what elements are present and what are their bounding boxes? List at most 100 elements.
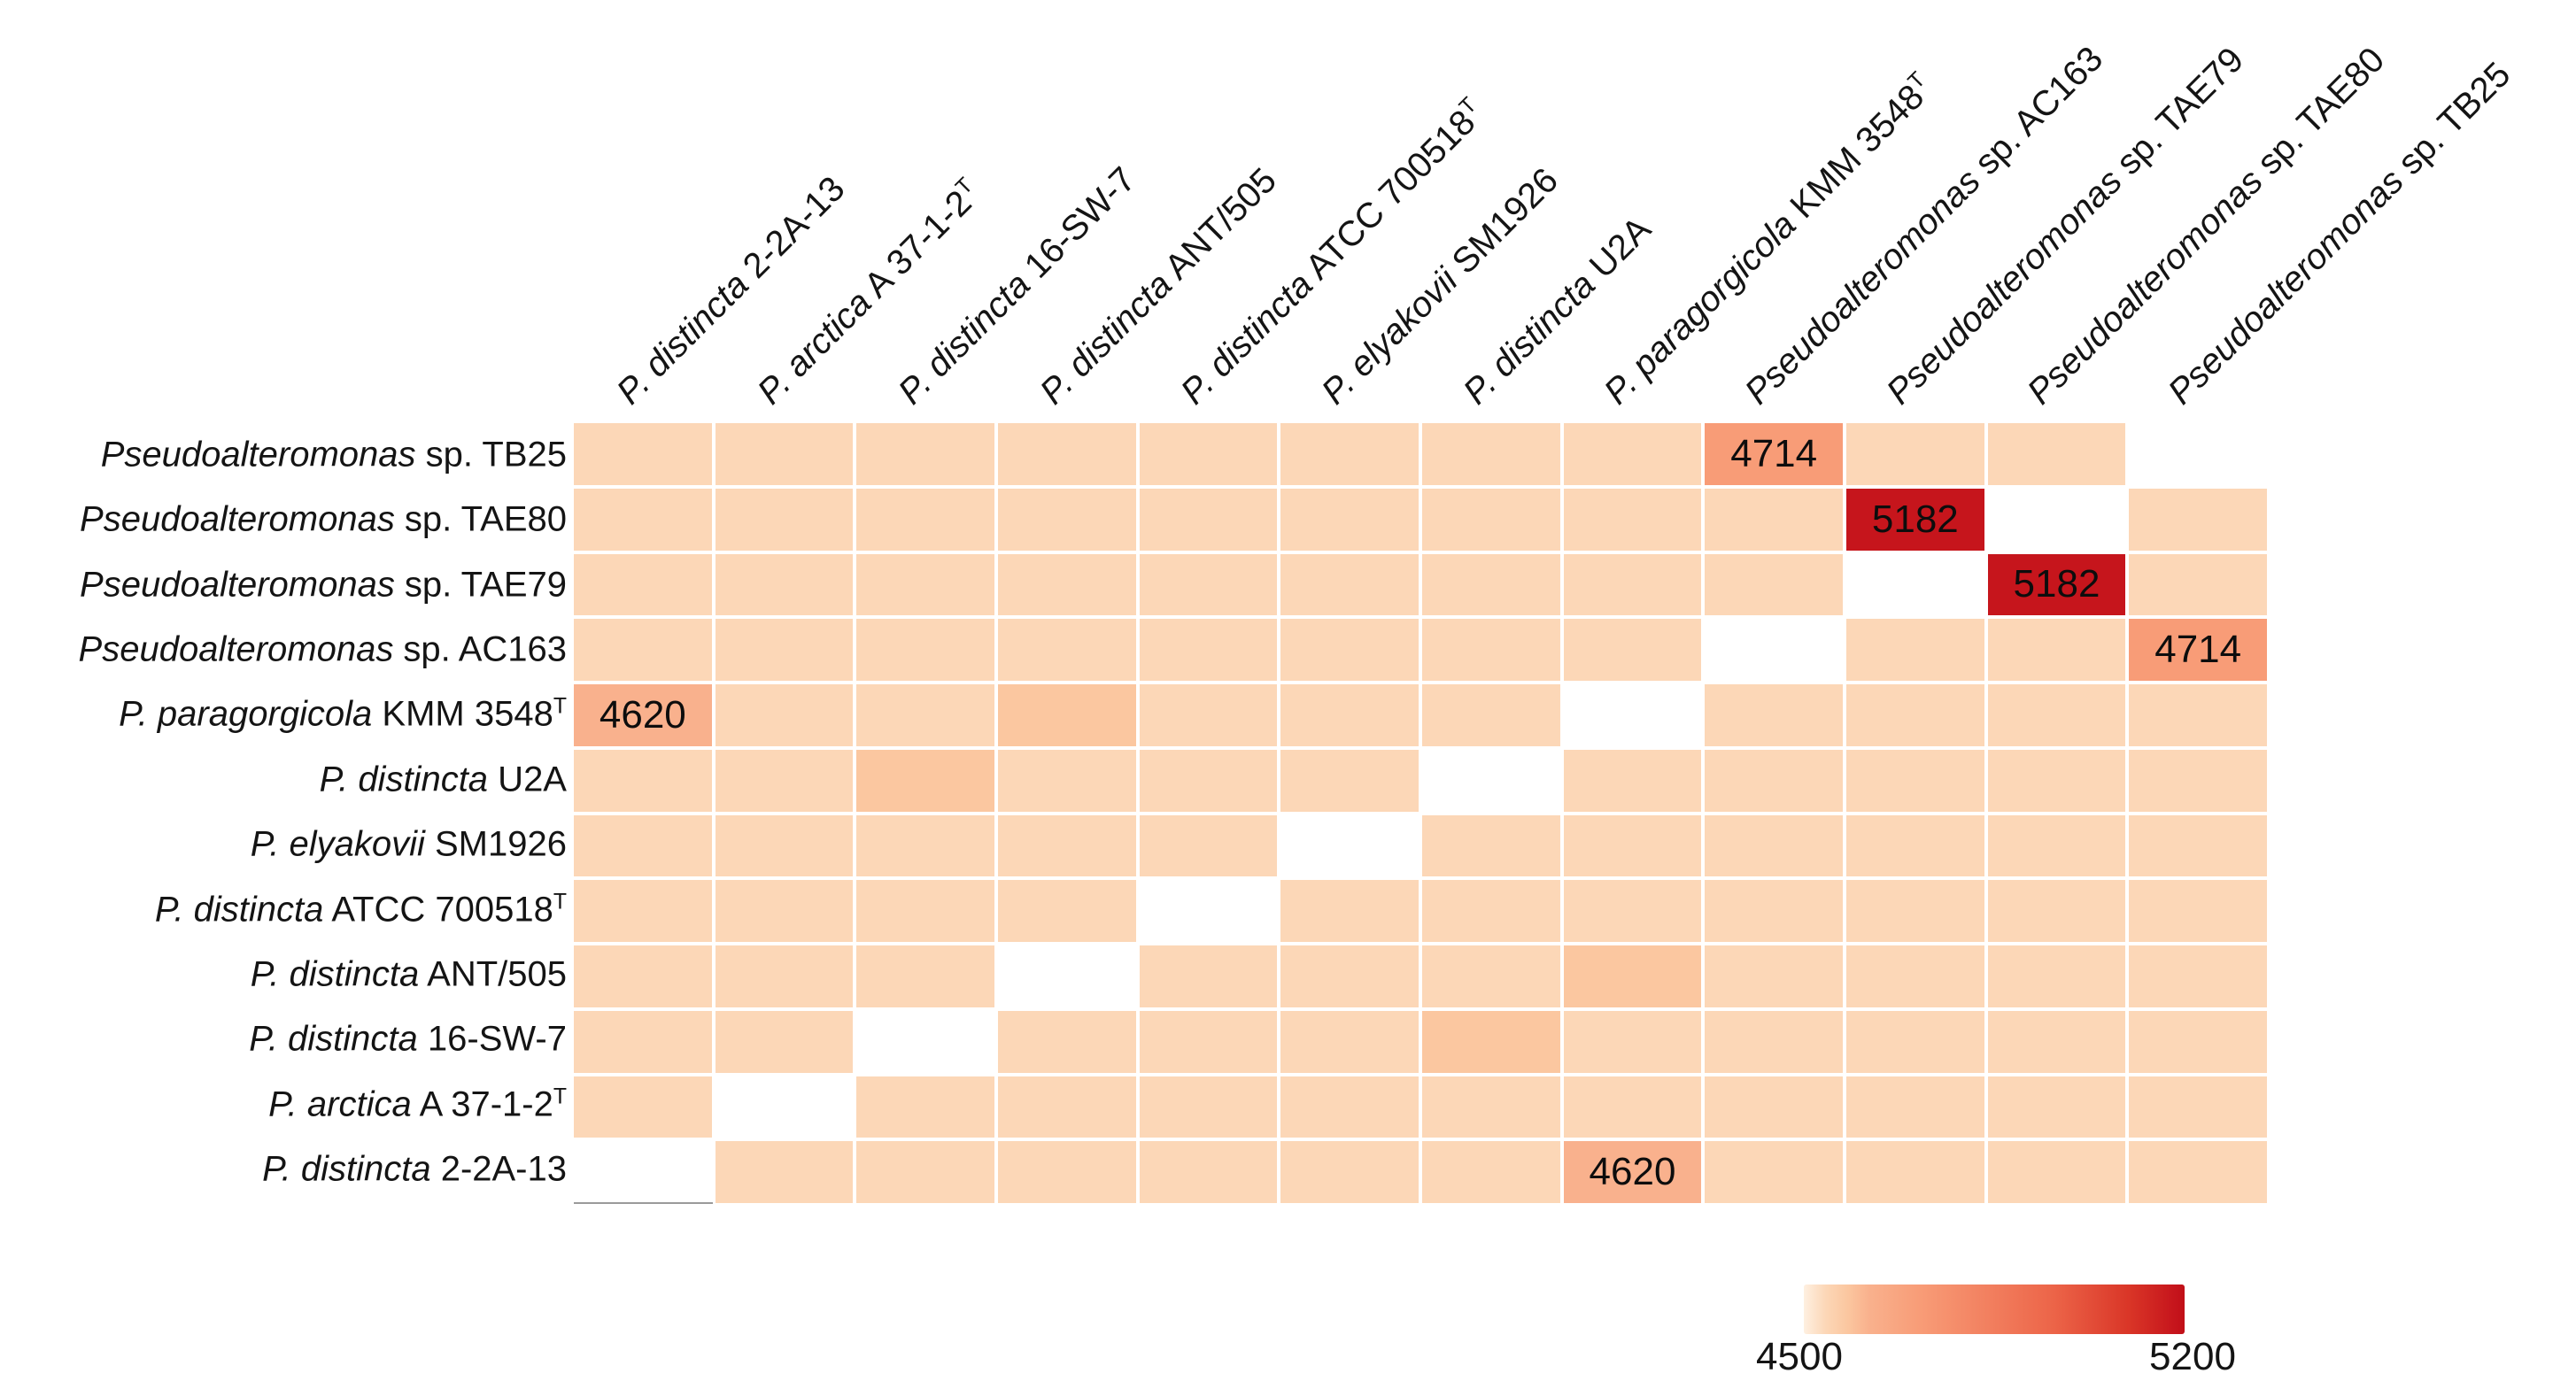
colorbar-max-label: 5200	[2149, 1335, 2236, 1378]
heatmap-cell-r7-c2	[715, 814, 854, 877]
heatmap-cell-r5-c3	[856, 684, 994, 746]
heatmap-cell-r4-c8	[1563, 619, 1702, 681]
heatmap-cell-r2-c3	[856, 488, 994, 551]
heatmap-cell-r3-c12	[2129, 553, 2267, 616]
heatmap-cell-r12-c7	[1422, 1141, 1560, 1203]
row-label-6: P. distincta U2A	[319, 760, 567, 799]
heatmap-cell-r5-c8	[1563, 684, 1702, 746]
heatmap-cell-r12-c5	[1139, 1141, 1278, 1203]
heatmap-cell-r9-c3	[856, 945, 994, 1007]
heatmap-cell-r1-c10	[1846, 423, 1984, 485]
heatmap-cell-r6-c2	[715, 749, 854, 812]
heatmap-cell-r4-c5	[1139, 619, 1278, 681]
heatmap-cell-r12-c8: 4620	[1563, 1141, 1702, 1203]
heatmap-cell-r8-c6	[1280, 880, 1419, 942]
heatmap-cell-r1-c9: 4714	[1705, 423, 1843, 485]
heatmap-cell-r4-c9	[1705, 619, 1843, 681]
heatmap-cell-r3-c10	[1846, 553, 1984, 616]
heatmap-cell-r10-c4	[998, 1010, 1136, 1073]
heatmap-cell-r4-c1	[574, 619, 712, 681]
heatmap-cell-r10-c8	[1563, 1010, 1702, 1073]
row-label-3: Pseudoalteromonas sp. TAE79	[80, 565, 567, 605]
heatmap-cell-r1-c6	[1280, 423, 1419, 485]
heatmap-cell-r12-c9	[1705, 1141, 1843, 1203]
heatmap-cell-r4-c6	[1280, 619, 1419, 681]
heatmap-cell-r5-c11	[1987, 684, 2126, 746]
heatmap-cell-r2-c2	[715, 488, 854, 551]
colorbar-gradient	[1804, 1285, 2185, 1334]
heatmap-cell-r12-c4	[998, 1141, 1136, 1203]
heatmap-cell-r7-c12	[2129, 814, 2267, 877]
heatmap-cell-r11-c4	[998, 1076, 1136, 1138]
heatmap-cell-r8-c1	[574, 880, 712, 942]
heatmap-cell-r6-c8	[1563, 749, 1702, 812]
row-label-12: P. distincta 2-2A-13	[262, 1149, 567, 1189]
heatmap-cell-r8-c3	[856, 880, 994, 942]
heatmap-cell-r6-c12	[2129, 749, 2267, 812]
heatmap-cell-r7-c7	[1422, 814, 1560, 877]
heatmap-cell-r5-c12	[2129, 684, 2267, 746]
row-label-7: P. elyakovii SM1926	[250, 824, 567, 864]
heatmap-cell-r10-c9	[1705, 1010, 1843, 1073]
heatmap-cell-r6-c5	[1139, 749, 1278, 812]
heatmap-cell-r9-c10	[1846, 945, 1984, 1007]
heatmap-cell-r8-c11	[1987, 880, 2126, 942]
heatmap-cell-r6-c9	[1705, 749, 1843, 812]
heatmap-cell-r9-c6	[1280, 945, 1419, 1007]
heatmap-cell-r11-c2	[715, 1076, 854, 1138]
heatmap-cell-r10-c1	[574, 1010, 712, 1073]
heatmap-cell-r2-c11	[1987, 488, 2126, 551]
heatmap-cell-r3-c9	[1705, 553, 1843, 616]
heatmap-cell-r4-c12: 4714	[2129, 619, 2267, 681]
heatmap-cell-r3-c5	[1139, 553, 1278, 616]
heatmap-cell-r6-c6	[1280, 749, 1419, 812]
heatmap-cell-r6-c1	[574, 749, 712, 812]
heatmap-cell-r10-c11	[1987, 1010, 2126, 1073]
heatmap-cell-r1-c5	[1139, 423, 1278, 485]
heatmap-cell-r2-c10: 5182	[1846, 488, 1984, 551]
row-label-2: Pseudoalteromonas sp. TAE80	[80, 499, 567, 539]
heatmap-cell-r5-c6	[1280, 684, 1419, 746]
heatmap-cell-r3-c11: 5182	[1987, 553, 2126, 616]
heatmap-cell-r12-c1	[574, 1141, 712, 1203]
colorbar-min-label: 4500	[1756, 1335, 1843, 1378]
colorbar	[1791, 1284, 2198, 1335]
heatmap-cell-r11-c1	[574, 1076, 712, 1138]
heatmap-cell-r8-c10	[1846, 880, 1984, 942]
heatmap-cell-r12-c2	[715, 1141, 854, 1203]
heatmap-cell-r7-c9	[1705, 814, 1843, 877]
heatmap-cell-r12-c11	[1987, 1141, 2126, 1203]
heatmap-cell-r7-c11	[1987, 814, 2126, 877]
heatmap-cell-r1-c11	[1987, 423, 2126, 485]
heatmap-cell-r11-c9	[1705, 1076, 1843, 1138]
heatmap-cell-r6-c11	[1987, 749, 2126, 812]
heatmap-cell-r11-c12	[2129, 1076, 2267, 1138]
heatmap-cell-r3-c7	[1422, 553, 1560, 616]
heatmap-cell-r3-c3	[856, 553, 994, 616]
row-label-5: P. paragorgicola KMM 3548T	[119, 694, 567, 734]
heatmap-cell-r4-c4	[998, 619, 1136, 681]
heatmap-cell-r4-c3	[856, 619, 994, 681]
heatmap-cell-r1-c4	[998, 423, 1136, 485]
heatmap-cell-r1-c7	[1422, 423, 1560, 485]
heatmap-cell-r7-c8	[1563, 814, 1702, 877]
row-label-10: P. distincta 16-SW-7	[249, 1020, 567, 1060]
heatmap-cell-r2-c1	[574, 488, 712, 551]
heatmap-cell-r7-c4	[998, 814, 1136, 877]
heatmap-cell-r1-c12	[2129, 423, 2267, 485]
heatmap-cell-r4-c2	[715, 619, 854, 681]
heatmap-cell-r9-c7	[1422, 945, 1560, 1007]
heatmap-cell-r7-c3	[856, 814, 994, 877]
heatmap-cell-r2-c5	[1139, 488, 1278, 551]
heatmap-cell-r8-c4	[998, 880, 1136, 942]
heatmap-cell-r5-c7	[1422, 684, 1560, 746]
heatmap-cell-r2-c12	[2129, 488, 2267, 551]
heatmap-cell-r7-c10	[1846, 814, 1984, 877]
heatmap-cell-r8-c9	[1705, 880, 1843, 942]
heatmap-cell-r7-c6	[1280, 814, 1419, 877]
heatmap-cell-r12-c6	[1280, 1141, 1419, 1203]
row-label-9: P. distincta ANT/505	[250, 954, 567, 994]
heatmap-cell-r8-c2	[715, 880, 854, 942]
heatmap-cell-r11-c6	[1280, 1076, 1419, 1138]
heatmap-cell-r2-c9	[1705, 488, 1843, 551]
